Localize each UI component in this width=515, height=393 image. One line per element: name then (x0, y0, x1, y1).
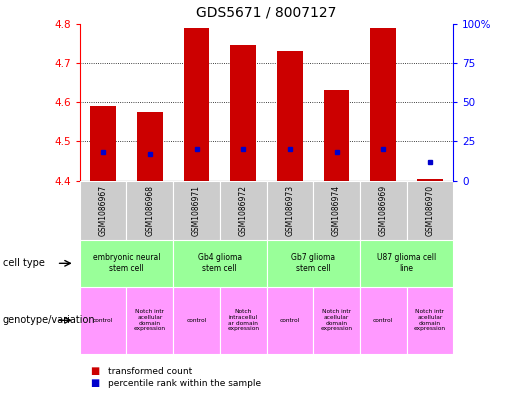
Bar (370, 28, 396, 181)
Text: GSM1086967: GSM1086967 (99, 185, 108, 236)
Bar (267, 181, 313, 240)
Bar (127, 181, 173, 240)
Bar (80, 287, 127, 354)
Bar (230, 45, 256, 181)
Text: genotype/variation: genotype/variation (3, 315, 95, 325)
Text: control: control (93, 318, 113, 323)
Text: ■: ■ (90, 366, 99, 376)
Bar (324, 90, 349, 181)
Text: Gb4 glioma
stem cell: Gb4 glioma stem cell (198, 253, 242, 274)
Bar (313, 287, 360, 354)
Text: percentile rank within the sample: percentile rank within the sample (108, 379, 261, 387)
Text: Notch
intracellul
ar domain
expression: Notch intracellul ar domain expression (227, 309, 259, 331)
Text: embryonic neural
stem cell: embryonic neural stem cell (93, 253, 160, 274)
Bar (267, 287, 313, 354)
Text: GSM1086972: GSM1086972 (238, 185, 248, 236)
Bar (173, 181, 220, 240)
Bar (417, 179, 443, 181)
Bar (173, 287, 220, 354)
Bar (360, 181, 406, 240)
Text: control: control (186, 318, 207, 323)
Text: Gb7 glioma
stem cell: Gb7 glioma stem cell (291, 253, 335, 274)
Bar (80, 181, 127, 240)
Text: transformed count: transformed count (108, 367, 193, 376)
Text: GSM1086973: GSM1086973 (285, 185, 295, 236)
Text: GSM1086969: GSM1086969 (379, 185, 388, 236)
Bar (220, 287, 267, 354)
Bar (184, 28, 209, 181)
Bar (360, 287, 406, 354)
Bar (267, 240, 360, 287)
Text: GSM1086970: GSM1086970 (425, 185, 434, 236)
Text: Notch intr
acellular
domain
expression: Notch intr acellular domain expression (134, 309, 166, 331)
Title: GDS5671 / 8007127: GDS5671 / 8007127 (196, 6, 337, 20)
Text: Notch intr
acellular
domain
expression: Notch intr acellular domain expression (320, 309, 353, 331)
Text: U87 glioma cell
line: U87 glioma cell line (377, 253, 436, 274)
Text: cell type: cell type (3, 258, 44, 268)
Text: control: control (280, 318, 300, 323)
Bar (90, 106, 116, 181)
Text: control: control (373, 318, 393, 323)
Bar (127, 287, 173, 354)
Text: GSM1086971: GSM1086971 (192, 185, 201, 236)
Bar (360, 240, 453, 287)
Bar (277, 51, 303, 181)
Text: ■: ■ (90, 378, 99, 388)
Text: GSM1086968: GSM1086968 (145, 185, 154, 236)
Bar (313, 181, 360, 240)
Bar (406, 287, 453, 354)
Bar (220, 181, 267, 240)
Bar (406, 181, 453, 240)
Text: GSM1086974: GSM1086974 (332, 185, 341, 236)
Bar (173, 240, 267, 287)
Bar (137, 112, 163, 181)
Text: Notch intr
acellular
domain
expression: Notch intr acellular domain expression (414, 309, 446, 331)
Bar (80, 240, 173, 287)
